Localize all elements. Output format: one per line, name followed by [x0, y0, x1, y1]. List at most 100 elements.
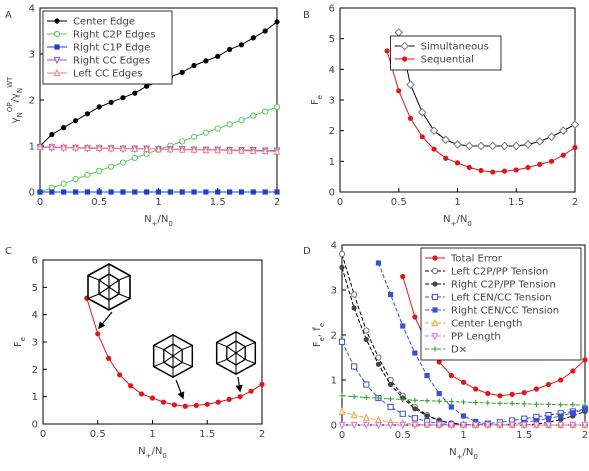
marker	[132, 189, 138, 195]
label-part: F	[310, 99, 321, 105]
marker	[419, 134, 425, 140]
marker	[144, 189, 150, 195]
marker	[423, 421, 431, 430]
label-part: /γ	[10, 93, 21, 102]
marker	[362, 413, 370, 421]
axis-label: Fe	[310, 95, 324, 105]
marker	[412, 397, 418, 403]
marker	[521, 390, 527, 396]
legend-box	[390, 35, 502, 71]
axis-label: N+/N0	[138, 446, 167, 460]
legend-label: D×	[451, 345, 467, 356]
marker	[107, 143, 115, 152]
marker	[535, 137, 545, 146]
x-tick-label: 1	[155, 197, 161, 208]
marker	[53, 30, 61, 38]
marker	[363, 381, 370, 388]
y-tick-label: 5	[329, 34, 335, 45]
marker	[509, 400, 515, 406]
y-tick-label: 3	[32, 338, 38, 349]
marker	[490, 169, 496, 175]
legend-label: Left C2P/PP Tension	[451, 267, 548, 278]
marker	[387, 376, 394, 384]
marker	[182, 403, 188, 409]
marker	[429, 126, 439, 135]
marker	[190, 145, 198, 153]
marker	[460, 399, 467, 405]
marker	[72, 118, 79, 124]
x-tick-label: 1.5	[516, 430, 532, 441]
y-tick-label: 1	[29, 142, 35, 153]
label-part: 0	[467, 220, 471, 228]
marker	[362, 421, 370, 430]
marker	[190, 133, 198, 140]
panel-c-insets	[87, 263, 257, 400]
marker	[179, 189, 185, 195]
marker	[558, 126, 568, 135]
legend-label: Simultaneous	[421, 42, 489, 53]
marker	[572, 144, 578, 151]
marker	[203, 189, 209, 195]
marker	[131, 154, 138, 162]
marker	[460, 379, 467, 385]
legend-label: Total Error	[450, 254, 503, 265]
label-part: N	[16, 88, 24, 93]
marker	[432, 255, 438, 261]
marker	[54, 18, 60, 24]
legend-label: Right C2P/PP Tension	[451, 280, 556, 291]
marker	[473, 399, 479, 406]
label-part: γ	[10, 117, 21, 123]
marker	[400, 323, 406, 329]
label-part: 0	[168, 220, 172, 228]
marker	[72, 189, 79, 195]
marker	[132, 90, 138, 96]
marker	[509, 391, 515, 397]
marker	[396, 88, 402, 94]
marker	[399, 410, 406, 417]
marker	[545, 381, 552, 388]
axis-label: γNOP/γNWT	[6, 76, 24, 123]
marker	[49, 189, 55, 195]
x-tick-label: 1	[454, 197, 460, 208]
x-tick-label: 1.5	[210, 197, 226, 208]
marker	[119, 143, 127, 152]
x-tick-label: 1	[460, 430, 466, 441]
panel-label: B	[303, 10, 310, 21]
marker	[338, 250, 346, 258]
y-tick-label: 1	[331, 376, 337, 387]
legend-label: Right C2P Edges	[73, 30, 155, 41]
marker	[407, 115, 414, 121]
x-tick-label: 0.5	[391, 197, 407, 208]
x-tick-label: 0.5	[90, 429, 106, 440]
marker	[488, 141, 498, 151]
marker	[108, 99, 114, 105]
y-tick-label: 0	[32, 420, 38, 431]
marker	[214, 145, 222, 154]
legend-label: Right C1P Edge	[73, 43, 150, 54]
marker	[375, 361, 382, 367]
marker	[400, 396, 406, 402]
marker	[84, 171, 91, 179]
marker	[448, 372, 454, 379]
marker	[202, 145, 210, 154]
y-tick-label: 6	[329, 4, 335, 15]
marker	[436, 398, 442, 404]
marker	[227, 46, 233, 53]
marker	[473, 386, 479, 392]
marker	[227, 189, 233, 195]
arrow	[175, 379, 185, 400]
marker	[454, 160, 461, 166]
marker	[138, 391, 145, 397]
cell-diagram	[152, 334, 194, 378]
marker	[351, 363, 358, 370]
label-part: N	[144, 214, 151, 225]
x-tick-label: 0	[40, 429, 46, 440]
marker	[399, 421, 407, 430]
marker	[436, 359, 442, 365]
label-part: +	[152, 220, 158, 228]
y-tick-label: 0	[329, 188, 335, 199]
marker	[431, 267, 439, 275]
y-tick-label: 2	[329, 126, 335, 137]
marker	[167, 189, 173, 195]
label-part: e	[318, 323, 326, 327]
